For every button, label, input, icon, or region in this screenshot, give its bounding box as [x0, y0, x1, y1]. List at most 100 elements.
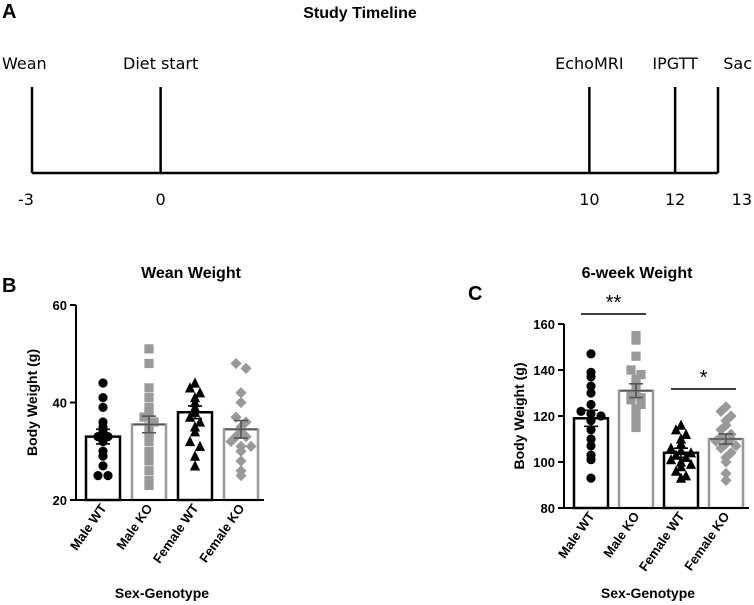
- data-point: [586, 388, 596, 398]
- category-label: Female KO: [196, 501, 247, 565]
- data-point: [680, 428, 692, 439]
- timeline-event-label: Wean: [2, 54, 47, 73]
- data-point: [194, 387, 206, 398]
- data-point: [586, 441, 596, 451]
- data-point: [144, 407, 154, 417]
- data-point: [144, 456, 154, 466]
- data-point: [144, 402, 154, 412]
- data-point: [144, 383, 154, 393]
- data-point: [631, 404, 641, 414]
- data-point: [586, 399, 596, 410]
- data-point: [189, 426, 201, 437]
- data-point: [586, 455, 596, 465]
- data-point: [576, 406, 586, 416]
- six-week-weight-chart: 6-week Weight 80 100 120 140 160 Body Weight (…: [511, 265, 749, 601]
- data-point: [144, 446, 154, 456]
- data-point: [93, 471, 103, 481]
- data-point: [235, 445, 247, 457]
- timeline-tick-label: 12: [665, 190, 685, 209]
- data-point: [720, 456, 732, 468]
- chart-title: Wean Weight: [141, 265, 242, 282]
- data-point: [720, 474, 732, 486]
- data-point: [184, 435, 196, 447]
- data-point: [665, 454, 677, 465]
- data-point: [665, 442, 677, 453]
- y-tick-label: 100: [533, 455, 555, 470]
- y-tick-label: 140: [533, 363, 555, 378]
- data-point: [144, 344, 154, 354]
- data-point: [631, 335, 641, 345]
- data-point: [184, 382, 196, 393]
- significance-label: **: [606, 292, 622, 314]
- data-point: [230, 357, 242, 370]
- data-point: [98, 402, 108, 412]
- data-point: [685, 458, 697, 469]
- category-label: Female WT: [150, 501, 202, 566]
- data-point: [144, 393, 154, 403]
- data-point: [144, 358, 154, 369]
- data-point: [144, 436, 154, 447]
- data-point: [675, 419, 687, 430]
- data-point: [103, 471, 113, 481]
- data-point: [144, 432, 154, 442]
- data-point: [144, 475, 154, 486]
- y-axis-label: Body Weight (g): [511, 362, 527, 469]
- category-label: Male KO: [600, 509, 642, 560]
- x-axis-label: Sex-Genotype: [601, 585, 695, 601]
- data-point: [586, 425, 596, 435]
- data-point: [626, 395, 636, 405]
- data-point: [235, 396, 247, 409]
- data-point: [144, 451, 154, 461]
- timeline-tick-label: 10: [579, 190, 599, 209]
- data-point: [98, 451, 108, 461]
- data-point: [194, 440, 206, 451]
- y-tick-label: 20: [53, 493, 67, 508]
- data-point: [144, 480, 154, 490]
- data-point: [586, 372, 596, 382]
- timeline-tick-label: 0: [156, 190, 166, 209]
- data-point: [670, 424, 682, 435]
- data-point: [189, 377, 201, 388]
- data-point: [189, 460, 201, 471]
- data-point: [586, 349, 596, 359]
- y-tick-label: 40: [53, 396, 67, 411]
- data-point: [235, 470, 247, 482]
- chart-title: 6-week Weight: [582, 265, 694, 282]
- study-timeline: Wean -3 Diet start 0 EchoMRI 10 IPGTT 12 Sac 13: [2, 54, 752, 209]
- data-point: [586, 473, 596, 483]
- y-axis-label: Body Weight (g): [24, 349, 40, 456]
- data-point: [98, 461, 108, 471]
- y-tick-label: 60: [53, 298, 67, 313]
- y-tick-label: 120: [533, 409, 555, 424]
- data-point: [675, 461, 687, 472]
- data-point: [670, 465, 682, 476]
- category-label: Male WT: [555, 509, 598, 561]
- y-tick-label: 80: [541, 501, 555, 516]
- data-point: [139, 412, 149, 422]
- timeline-event-label: Sac: [723, 54, 752, 73]
- y-tick-label: 160: [533, 317, 555, 332]
- category-label: Male WT: [67, 501, 110, 553]
- data-point: [720, 467, 732, 480]
- data-point: [194, 416, 206, 427]
- data-point: [240, 431, 252, 443]
- significance-label: *: [700, 367, 708, 389]
- data-point: [725, 447, 737, 459]
- data-point: [636, 399, 646, 410]
- data-point: [631, 411, 641, 421]
- data-point: [189, 450, 201, 461]
- x-axis-label: Sex-Genotype: [115, 585, 209, 601]
- panel-letter-c: C: [468, 283, 482, 305]
- data-point: [715, 405, 727, 417]
- data-point: [636, 370, 646, 380]
- data-point: [149, 417, 159, 427]
- data-point: [586, 381, 596, 391]
- category-label: Female WT: [636, 509, 688, 574]
- category-label: Male KO: [113, 501, 155, 552]
- data-point: [715, 424, 727, 436]
- data-point: [631, 422, 641, 433]
- panel-letter-b: B: [2, 275, 16, 297]
- data-point: [235, 387, 247, 399]
- timeline-title: Study Timeline: [303, 5, 417, 22]
